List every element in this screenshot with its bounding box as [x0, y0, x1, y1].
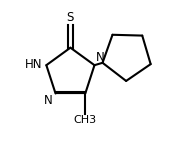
Text: N: N: [44, 94, 53, 107]
Text: N: N: [96, 51, 105, 64]
Text: CH3: CH3: [74, 115, 97, 125]
Text: HN: HN: [25, 58, 43, 71]
Text: S: S: [67, 11, 74, 24]
